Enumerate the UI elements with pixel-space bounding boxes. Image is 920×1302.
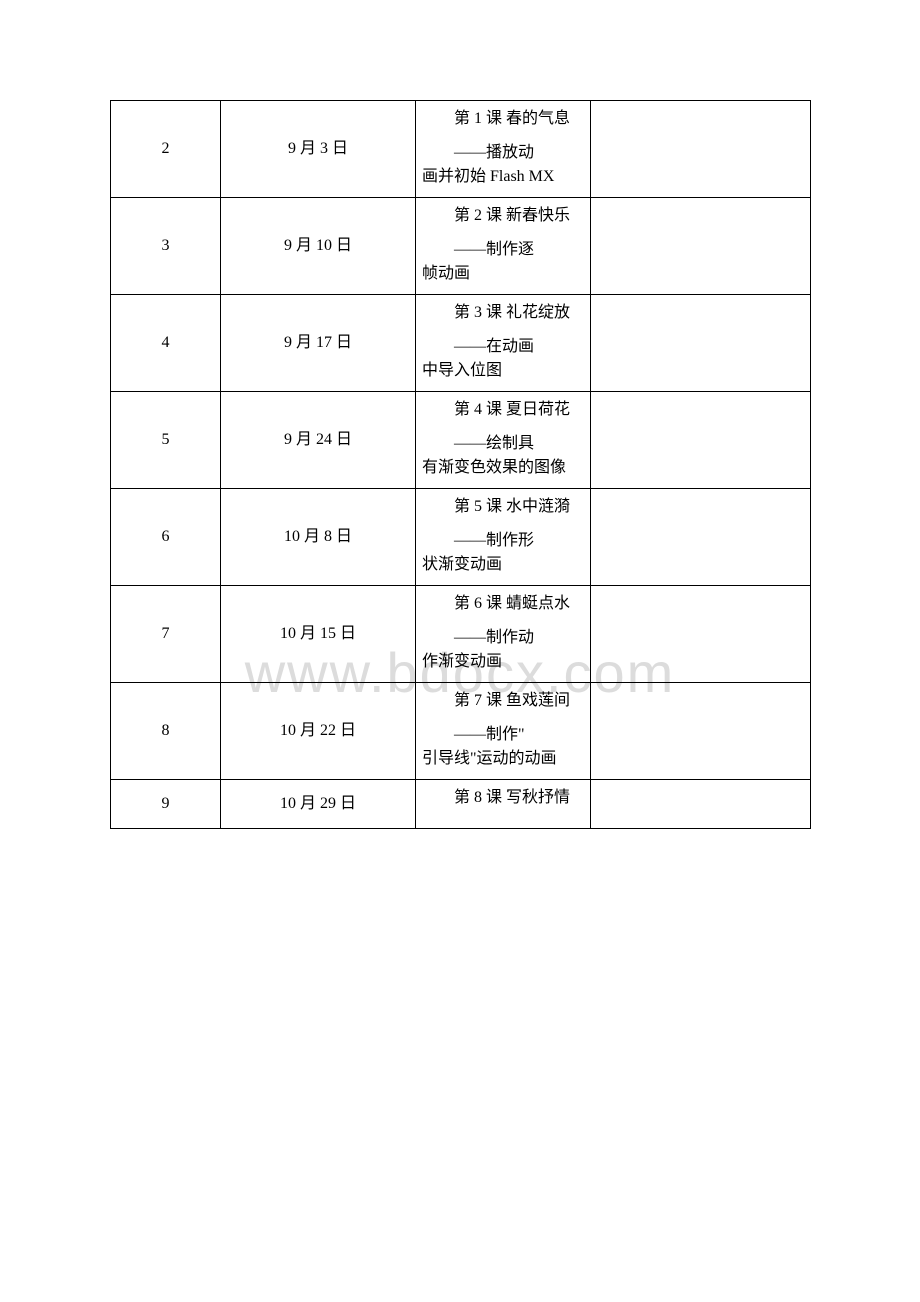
row-number: 9 <box>111 780 221 829</box>
lesson-subtitle2: 帧动画 <box>422 262 584 286</box>
lesson-subtitle1: ——制作逐 <box>422 238 584 262</box>
row-empty <box>591 683 811 780</box>
lesson-title: 第 1 课 春的气息 <box>422 107 584 131</box>
row-content: 第 1 课 春的气息 ——播放动 画并初始 Flash MX <box>416 101 591 198</box>
lesson-title: 第 8 课 写秋抒情 <box>422 786 584 810</box>
lesson-subtitle2: 画并初始 Flash MX <box>422 165 584 189</box>
lesson-subtitle2: 中导入位图 <box>422 359 584 383</box>
row-content: 第 2 课 新春快乐 ——制作逐 帧动画 <box>416 198 591 295</box>
table-row: 5 9 月 24 日 第 4 课 夏日荷花 ——绘制具 有渐变色效果的图像 <box>111 392 811 489</box>
row-date: 10 月 15 日 <box>221 586 416 683</box>
row-date: 9 月 10 日 <box>221 198 416 295</box>
row-empty <box>591 780 811 829</box>
lesson-subtitle2: 作渐变动画 <box>422 650 584 674</box>
row-number: 4 <box>111 295 221 392</box>
lesson-title: 第 2 课 新春快乐 <box>422 204 584 228</box>
row-number: 8 <box>111 683 221 780</box>
lesson-title: 第 7 课 鱼戏莲间 <box>422 689 584 713</box>
lesson-subtitle2: 引导线"运动的动画 <box>422 747 584 771</box>
lesson-subtitle1: ——绘制具 <box>422 432 584 456</box>
lesson-subtitle1: ——制作" <box>422 723 584 747</box>
row-content: 第 4 课 夏日荷花 ——绘制具 有渐变色效果的图像 <box>416 392 591 489</box>
row-number: 3 <box>111 198 221 295</box>
lesson-subtitle1: ——在动画 <box>422 335 584 359</box>
table-row: 2 9 月 3 日 第 1 课 春的气息 ——播放动 画并初始 Flash MX <box>111 101 811 198</box>
lesson-title: 第 6 课 蜻蜓点水 <box>422 592 584 616</box>
row-content: 第 5 课 水中涟漪 ——制作形 状渐变动画 <box>416 489 591 586</box>
row-number: 6 <box>111 489 221 586</box>
row-empty <box>591 489 811 586</box>
row-number: 2 <box>111 101 221 198</box>
row-content: 第 6 课 蜻蜓点水 ——制作动 作渐变动画 <box>416 586 591 683</box>
lesson-title: 第 3 课 礼花绽放 <box>422 301 584 325</box>
table-row: 9 10 月 29 日 第 8 课 写秋抒情 <box>111 780 811 829</box>
row-number: 7 <box>111 586 221 683</box>
lesson-subtitle1: ——播放动 <box>422 141 584 165</box>
row-number: 5 <box>111 392 221 489</box>
row-date: 10 月 8 日 <box>221 489 416 586</box>
row-date: 10 月 22 日 <box>221 683 416 780</box>
row-empty <box>591 295 811 392</box>
row-date: 10 月 29 日 <box>221 780 416 829</box>
row-content: 第 8 课 写秋抒情 <box>416 780 591 829</box>
row-date: 9 月 3 日 <box>221 101 416 198</box>
row-empty <box>591 392 811 489</box>
row-content: 第 7 课 鱼戏莲间 ——制作" 引导线"运动的动画 <box>416 683 591 780</box>
schedule-table: 2 9 月 3 日 第 1 课 春的气息 ——播放动 画并初始 Flash MX… <box>110 100 811 829</box>
table-row: 8 10 月 22 日 第 7 课 鱼戏莲间 ——制作" 引导线"运动的动画 <box>111 683 811 780</box>
lesson-subtitle2: 有渐变色效果的图像 <box>422 456 584 480</box>
row-empty <box>591 586 811 683</box>
row-empty <box>591 101 811 198</box>
lesson-subtitle1: ——制作形 <box>422 529 584 553</box>
lesson-title: 第 4 课 夏日荷花 <box>422 398 584 422</box>
table-row: 4 9 月 17 日 第 3 课 礼花绽放 ——在动画 中导入位图 <box>111 295 811 392</box>
lesson-subtitle2: 状渐变动画 <box>422 553 584 577</box>
row-content: 第 3 课 礼花绽放 ——在动画 中导入位图 <box>416 295 591 392</box>
lesson-title: 第 5 课 水中涟漪 <box>422 495 584 519</box>
row-date: 9 月 17 日 <box>221 295 416 392</box>
table-row: 6 10 月 8 日 第 5 课 水中涟漪 ——制作形 状渐变动画 <box>111 489 811 586</box>
lesson-subtitle1: ——制作动 <box>422 626 584 650</box>
row-date: 9 月 24 日 <box>221 392 416 489</box>
row-empty <box>591 198 811 295</box>
table-row: 7 10 月 15 日 第 6 课 蜻蜓点水 ——制作动 作渐变动画 <box>111 586 811 683</box>
table-row: 3 9 月 10 日 第 2 课 新春快乐 ——制作逐 帧动画 <box>111 198 811 295</box>
